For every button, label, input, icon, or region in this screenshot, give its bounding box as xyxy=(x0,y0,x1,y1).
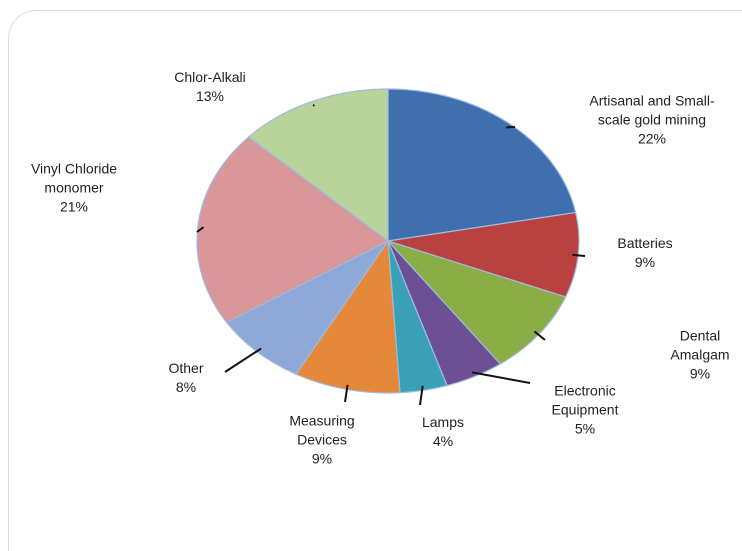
category-label: Artisanal and Small-scale gold mining xyxy=(587,92,717,130)
value-label: 8% xyxy=(151,378,221,397)
value-label: 9% xyxy=(600,253,690,272)
value-label: 9% xyxy=(655,365,742,384)
category-label: Lamps xyxy=(413,413,473,432)
category-label: Measuring Devices xyxy=(267,412,377,450)
value-label: 4% xyxy=(413,432,473,451)
value-label: 5% xyxy=(530,420,640,439)
category-label: Other xyxy=(151,359,221,378)
leader-line xyxy=(313,105,314,106)
category-label: Vinyl Chloride monomer xyxy=(9,160,139,198)
category-label: Chlor-Alkali xyxy=(150,68,270,87)
category-label: Dental Amalgam xyxy=(655,327,742,365)
leader-line xyxy=(225,348,261,372)
category-label: Electronic Equipment xyxy=(530,382,640,420)
value-label: 9% xyxy=(267,450,377,469)
value-label: 22% xyxy=(587,130,717,149)
leader-line xyxy=(472,372,530,383)
value-label: 21% xyxy=(9,198,139,217)
value-label: 13% xyxy=(150,87,270,106)
category-label: Batteries xyxy=(600,234,690,253)
leader-line xyxy=(572,255,585,256)
